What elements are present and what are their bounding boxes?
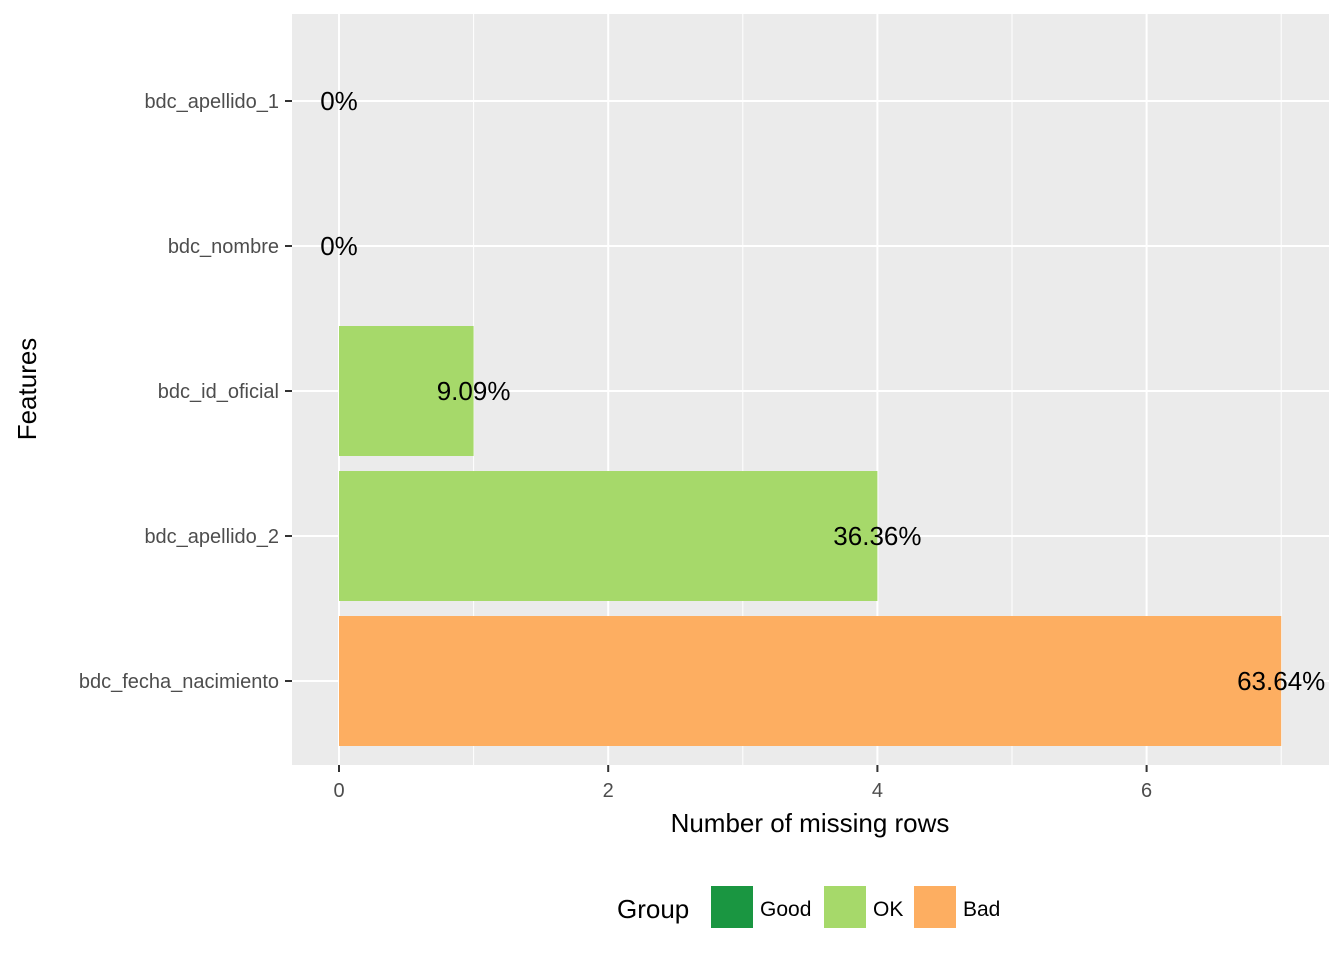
y-tick-label: bdc_apellido_2 [144,526,279,548]
y-tick-label: bdc_apellido_1 [144,91,279,113]
bar-labels: 0% 0% 9.09% 36.36% 63.64% [320,86,1325,696]
legend-key [914,886,956,928]
x-axis-title: Number of missing rows [671,808,950,838]
bar [339,326,474,456]
legend-label: Good [760,898,811,921]
bar-label: 63.64% [1237,666,1325,696]
x-tick-label: 4 [872,780,883,802]
bars [339,326,1282,746]
legend-title: Group [617,894,689,924]
y-tick-label: bdc_id_oficial [158,381,279,403]
legend-key [824,886,866,928]
bar-label: 0% [320,86,358,116]
bar [339,471,878,601]
x-tick-label: 2 [603,780,614,802]
legend-label: OK [873,898,903,921]
bar-label: 0% [320,231,358,261]
y-axis-title: Features [12,338,42,441]
legend-key [711,886,753,928]
legend: Group Good OK Bad [617,886,1000,928]
y-tick-label: bdc_nombre [168,236,279,258]
bar [339,616,1282,746]
y-tick-label: bdc_fecha_nacimiento [79,671,279,693]
x-tick-label: 6 [1141,780,1152,802]
legend-label: Bad [963,898,1000,921]
x-tick-label: 0 [333,780,344,802]
x-axis: 0 2 4 6 [333,765,1152,802]
bar-label: 9.09% [437,376,511,406]
bar-label: 36.36% [833,521,921,551]
y-axis: bdc_apellido_1 bdc_nombre bdc_id_oficialbd… [79,91,292,693]
